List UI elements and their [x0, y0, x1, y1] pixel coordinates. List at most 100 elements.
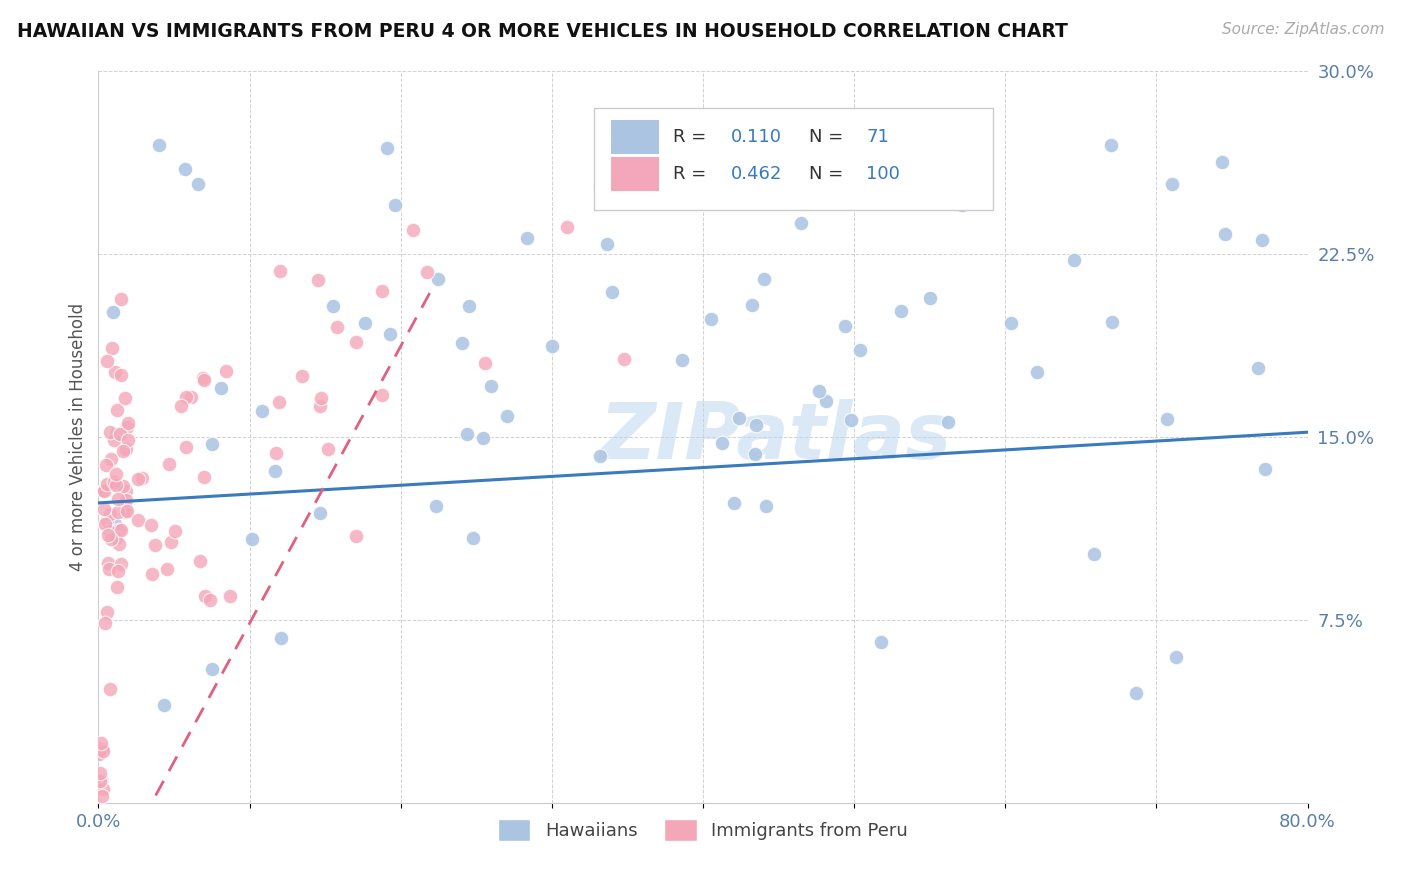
Point: [920, 291, 942, 305]
Point: [173, 161, 195, 176]
Point: [589, 178, 612, 193]
Text: Source: ZipAtlas.com: Source: ZipAtlas.com: [1222, 22, 1385, 37]
Point: [755, 500, 778, 514]
Point: [370, 284, 392, 298]
Point: [371, 388, 394, 402]
Text: R =: R =: [672, 128, 711, 146]
Point: [252, 404, 274, 418]
Point: [950, 198, 973, 212]
Point: [1211, 154, 1233, 169]
Point: [114, 498, 136, 512]
Point: [416, 265, 439, 279]
Point: [90, 736, 112, 750]
Text: N =: N =: [810, 128, 849, 146]
Point: [117, 416, 139, 430]
Point: [291, 369, 314, 384]
Text: 71: 71: [866, 128, 889, 146]
Point: [93, 484, 115, 499]
Point: [94, 615, 117, 630]
Point: [201, 662, 224, 676]
Point: [104, 365, 127, 379]
Point: [474, 356, 496, 370]
Point: [198, 593, 221, 607]
Point: [188, 554, 211, 568]
Point: [89, 774, 111, 789]
Text: HAWAIIAN VS IMMIGRANTS FROM PERU 4 OR MORE VEHICLES IN HOUSEHOLD CORRELATION CHA: HAWAIIAN VS IMMIGRANTS FROM PERU 4 OR MO…: [17, 22, 1067, 41]
Point: [141, 567, 163, 582]
Point: [98, 562, 121, 576]
Point: [472, 431, 495, 445]
Point: [110, 368, 132, 382]
Point: [103, 305, 125, 319]
Text: R =: R =: [672, 165, 711, 183]
Point: [115, 483, 138, 498]
Point: [170, 399, 193, 413]
Point: [148, 137, 170, 152]
Point: [114, 391, 136, 405]
Point: [96, 513, 118, 527]
Y-axis label: 4 or more Vehicles in Household: 4 or more Vehicles in Household: [69, 303, 87, 571]
Point: [1254, 462, 1277, 476]
Point: [218, 589, 240, 603]
Point: [309, 506, 332, 520]
Point: [808, 384, 831, 398]
Point: [93, 483, 115, 497]
Point: [103, 475, 125, 489]
Point: [110, 558, 132, 572]
Text: ZIPatlas: ZIPatlas: [599, 399, 952, 475]
Point: [89, 747, 111, 761]
Point: [110, 292, 132, 306]
Point: [1101, 315, 1123, 329]
Point: [100, 451, 122, 466]
Point: [1026, 366, 1049, 380]
Point: [91, 782, 114, 797]
Point: [98, 682, 121, 697]
Point: [495, 409, 517, 423]
Point: [131, 471, 153, 485]
Point: [723, 496, 745, 510]
Point: [105, 478, 128, 492]
Point: [711, 436, 734, 450]
Point: [309, 392, 332, 406]
Point: [728, 410, 751, 425]
Point: [671, 353, 693, 368]
Point: [375, 141, 398, 155]
Point: [117, 433, 139, 447]
Point: [555, 219, 578, 234]
Point: [613, 351, 636, 366]
Point: [107, 491, 129, 506]
Point: [96, 476, 118, 491]
Point: [516, 231, 538, 245]
Text: 0.110: 0.110: [731, 128, 782, 146]
FancyBboxPatch shape: [612, 120, 659, 154]
Text: 0.462: 0.462: [731, 165, 782, 183]
Point: [174, 390, 197, 404]
Point: [107, 564, 129, 578]
Point: [107, 523, 129, 537]
Point: [193, 373, 215, 387]
Point: [322, 299, 344, 313]
Point: [105, 532, 128, 546]
Point: [152, 698, 174, 713]
Point: [103, 433, 125, 447]
Legend: Hawaiians, Immigrants from Peru: Hawaiians, Immigrants from Peru: [491, 812, 915, 848]
Point: [450, 335, 472, 350]
Point: [115, 442, 138, 457]
Point: [112, 478, 135, 492]
Point: [1063, 252, 1085, 267]
Point: [107, 505, 129, 519]
Point: [344, 528, 367, 542]
Point: [869, 635, 891, 649]
Point: [156, 562, 179, 576]
Point: [270, 632, 292, 646]
Point: [98, 507, 121, 521]
Point: [194, 589, 217, 603]
Point: [1213, 227, 1236, 241]
Point: [110, 523, 132, 537]
Point: [96, 354, 118, 368]
Point: [841, 413, 863, 427]
Point: [143, 538, 166, 552]
Point: [264, 446, 287, 460]
Point: [849, 343, 872, 358]
Point: [117, 504, 139, 518]
